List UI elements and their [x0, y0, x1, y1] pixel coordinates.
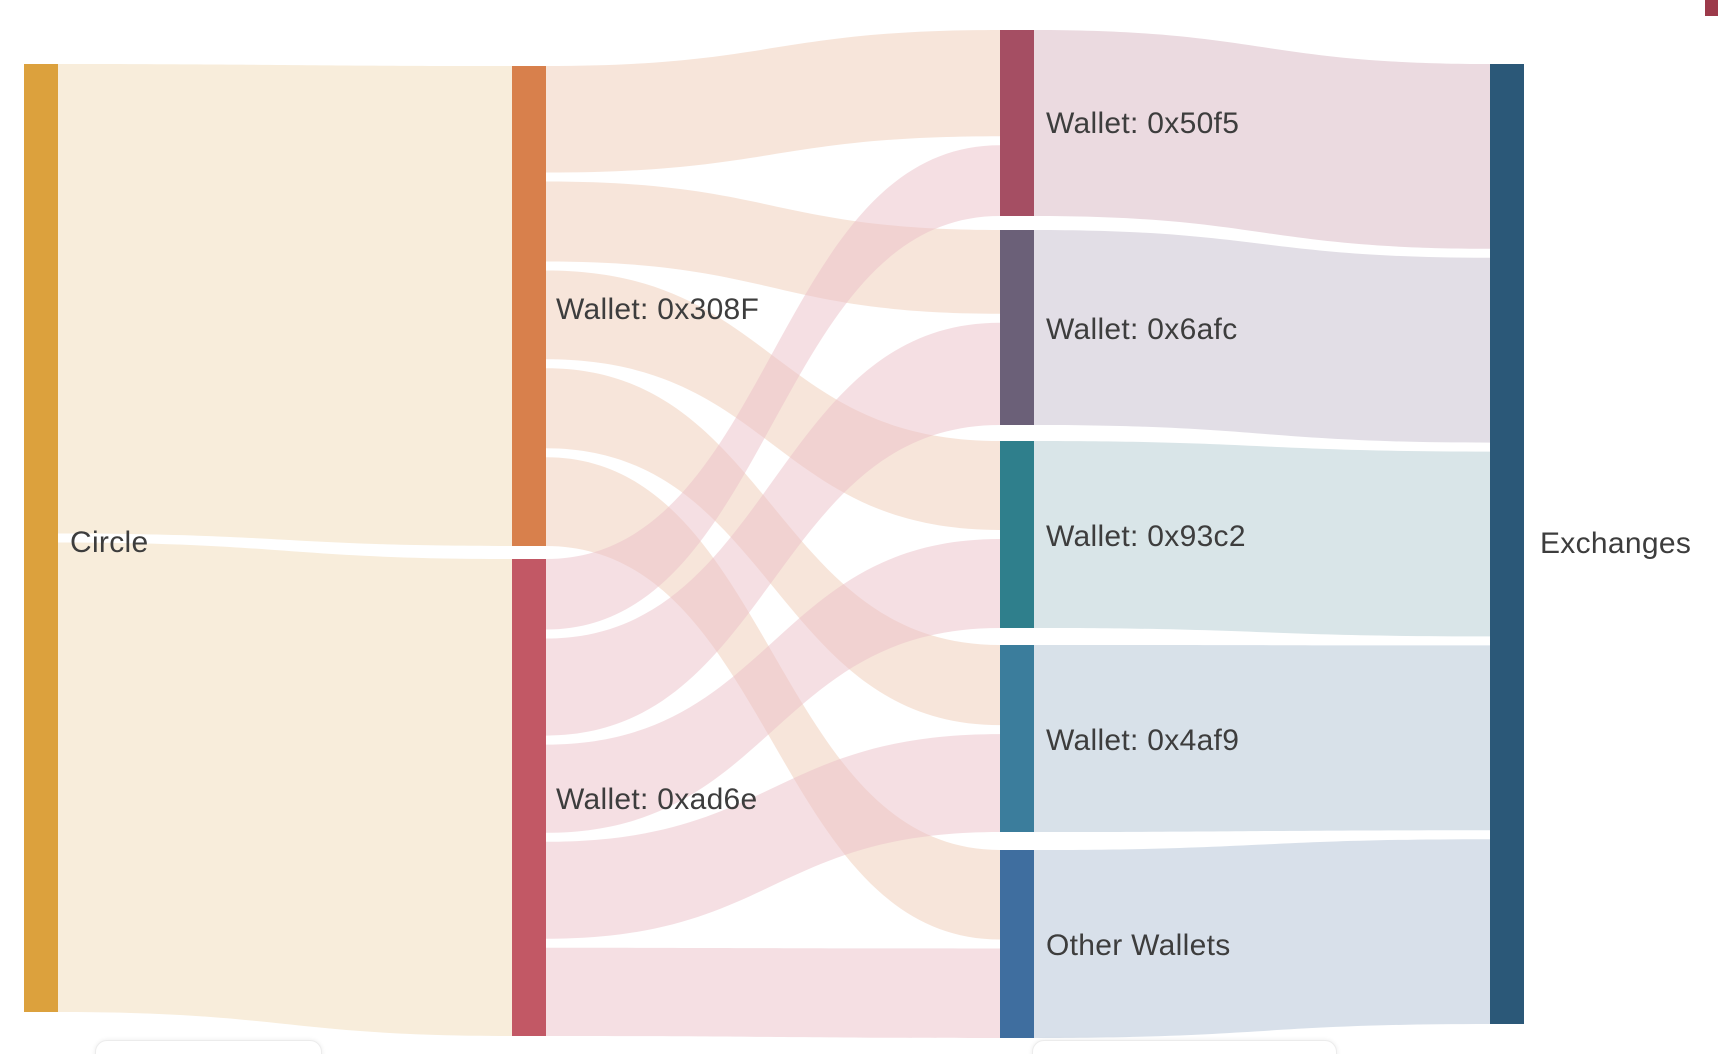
bottom-panel-left [95, 1040, 322, 1054]
node-w6afc[interactable] [1000, 230, 1034, 425]
corner-marker [1705, 0, 1718, 16]
flow-other-to-exchanges[interactable] [1034, 839, 1490, 1038]
flow-circle-to-w308F[interactable] [58, 64, 512, 546]
node-label-wallet-0x4af9: Wallet: 0x4af9 [1046, 724, 1240, 757]
flow-wad6e-to-other[interactable] [546, 947, 1000, 1038]
node-other[interactable] [1000, 850, 1034, 1038]
flow-w4af9-to-exchanges[interactable] [1034, 645, 1490, 832]
flow-wad6e-to-w6afc[interactable] [546, 322, 1000, 736]
flow-wad6e-to-w50f5[interactable] [546, 145, 1000, 630]
node-label-wallet-0x93c2: Wallet: 0x93c2 [1046, 520, 1246, 553]
node-label-circle: Circle [70, 526, 149, 559]
flow-w308F-to-w50f5[interactable] [546, 30, 1000, 173]
node-label-other-wallets: Other Wallets [1046, 929, 1231, 962]
flow-circle-to-wad6e[interactable] [58, 542, 512, 1037]
node-label-wallet-0x308F: Wallet: 0x308F [556, 293, 760, 326]
flow-w93c2-to-exchanges[interactable] [1034, 441, 1490, 637]
flow-w6afc-to-exchanges[interactable] [1034, 230, 1490, 443]
node-label-wallet-0x50f5: Wallet: 0x50f5 [1046, 107, 1240, 140]
flow-w308F-to-w6afc[interactable] [546, 181, 1000, 314]
flow-wad6e-to-w4af9[interactable] [546, 734, 1000, 939]
flow-wad6e-to-w93c2[interactable] [546, 539, 1000, 833]
node-w4af9[interactable] [1000, 645, 1034, 832]
bottom-panel-right [1032, 1040, 1337, 1054]
node-w50f5[interactable] [1000, 30, 1034, 216]
node-circle[interactable] [24, 64, 58, 1012]
node-label-wallet-0x6afc: Wallet: 0x6afc [1046, 313, 1238, 346]
node-w93c2[interactable] [1000, 441, 1034, 628]
node-label-exchanges: Exchanges [1540, 527, 1692, 560]
node-wad6e[interactable] [512, 559, 546, 1036]
node-w308F[interactable] [512, 66, 546, 546]
flow-w50f5-to-exchanges[interactable] [1034, 30, 1490, 249]
node-exchanges[interactable] [1490, 64, 1524, 1024]
node-label-wallet-0xad6e: Wallet: 0xad6e [556, 783, 758, 816]
